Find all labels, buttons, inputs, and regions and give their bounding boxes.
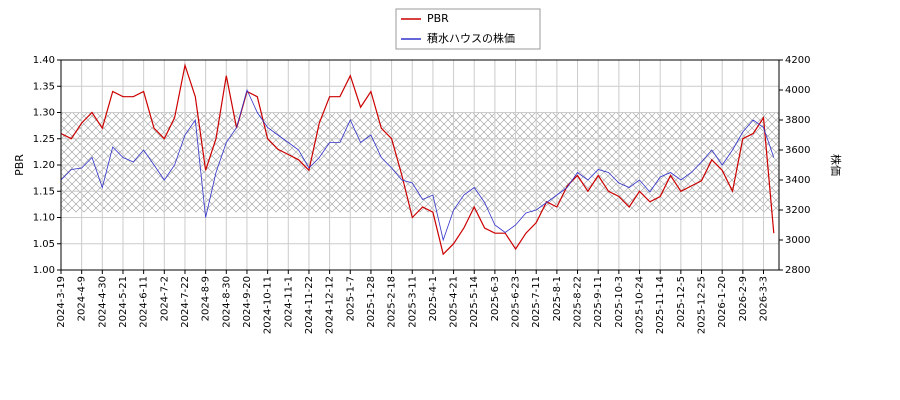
x-tick-label: 2024-4-9	[77, 276, 88, 321]
x-tick-label: 2024-12-12	[325, 276, 336, 334]
x-tick-label: 2025-2-18	[387, 276, 398, 328]
pbr-band	[61, 112, 779, 213]
x-tick-label: 2025-1-28	[366, 276, 377, 328]
y2-tick-label: 2800	[785, 265, 810, 276]
x-tick-label: 2024-8-30	[221, 276, 232, 328]
x-tick-label: 2024-7-2	[159, 276, 170, 321]
x-tick-label: 2025-12-5	[676, 276, 687, 328]
x-tick-label: 2024-8-9	[201, 276, 212, 321]
y2-tick-label: 4200	[785, 55, 810, 66]
x-tick-label: 2025-10-3	[614, 276, 625, 328]
y-tick-label: 1.40	[33, 55, 55, 66]
series-line	[60, 62, 775, 256]
y-tick-label: 1.05	[33, 239, 55, 250]
x-tick-label: 2024-4-30	[97, 276, 108, 328]
x-tick-label: 2024-9-20	[242, 276, 253, 328]
x-tick-label: 2025-12-25	[697, 276, 708, 334]
x-tick-label: 2024-10-11	[263, 276, 274, 334]
x-tick-label: 2025-8-1	[552, 276, 563, 321]
y2-axis-label: 株価	[829, 154, 843, 176]
x-tick-label: 2024-11-1	[283, 276, 294, 328]
x-tick-label: 2024-6-11	[139, 276, 150, 328]
y-axis-label: PBR	[13, 154, 26, 176]
y-tick-label: 1.10	[33, 213, 55, 224]
y2-tick-label: 3600	[785, 145, 810, 156]
x-tick-label: 2026-1-20	[717, 276, 728, 328]
x-tick-label: 2024-5-21	[118, 276, 129, 328]
y-tick-label: 1.15	[33, 186, 55, 197]
y-tick-label: 1.25	[33, 134, 55, 145]
y2-tick-label: 3800	[785, 115, 810, 126]
x-tick-label: 2024-3-19	[56, 276, 67, 328]
x-tick-label: 2026-3-3	[759, 276, 770, 321]
x-tick-label: 2025-6-23	[511, 276, 522, 328]
legend-label: PBR	[427, 12, 449, 25]
x-tick-label: 2024-11-22	[304, 276, 315, 334]
y-tick-label: 1.00	[33, 265, 55, 276]
y2-tick-label: 3000	[785, 235, 810, 246]
legend-box	[395, 8, 541, 50]
y2-tick-label: 4000	[785, 85, 810, 96]
x-tick-label: 2026-2-9	[738, 276, 749, 321]
x-tick-label: 2025-8-22	[573, 276, 584, 328]
y-tick-label: 1.30	[33, 108, 55, 119]
x-tick-label: 2025-10-24	[635, 276, 646, 334]
y-tick-label: 1.35	[33, 81, 55, 92]
x-tick-label: 2025-9-11	[593, 276, 604, 328]
y-tick-label: 1.20	[33, 160, 55, 171]
x-tick-label: 2025-11-14	[655, 276, 666, 334]
x-tick-label: 2025-5-14	[469, 276, 480, 328]
x-tick-label: 2025-7-11	[531, 276, 542, 328]
x-tick-label: 2025-4-1	[428, 276, 439, 321]
x-tick-label: 2025-6-3	[490, 276, 501, 321]
plot-frame	[60, 59, 780, 271]
x-tick-label: 2025-4-21	[449, 276, 460, 328]
series-line	[60, 88, 775, 242]
x-tick-label: 2025-3-11	[407, 276, 418, 328]
x-tick-label: 2024-7-22	[180, 276, 191, 328]
legend-label: 積水ハウスの株価	[427, 31, 515, 45]
y2-tick-label: 3200	[785, 205, 810, 216]
x-tick-label: 2025-1-7	[345, 276, 356, 321]
y2-tick-label: 3400	[785, 175, 810, 186]
